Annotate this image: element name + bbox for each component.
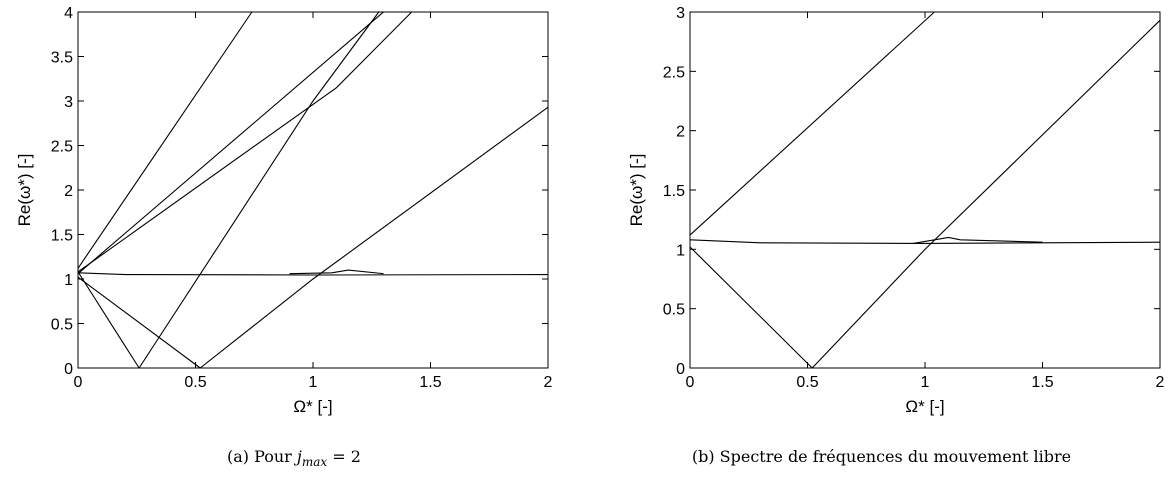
x-tick-label: 2 xyxy=(1156,374,1165,391)
y-tick-label: 4 xyxy=(64,5,73,22)
y-tick-label: 1.5 xyxy=(51,228,73,245)
series-line-5 xyxy=(913,236,1043,244)
chart-panel-b: 0 0.5 1 1.5 2 0 0.5 1 1.5 2 2.5 3 Ω* [-] Re(ω*) [-] (… xyxy=(588,0,1175,480)
y-tick-label: 1 xyxy=(676,242,685,259)
series-line-6 xyxy=(77,276,201,369)
series-line-9 xyxy=(289,269,384,275)
caption-a-math-rest: = 2 xyxy=(327,447,361,466)
y-tick-label: 2.5 xyxy=(663,64,685,81)
x-tick-label: 0.5 xyxy=(796,374,818,391)
series-line-4 xyxy=(689,239,1161,244)
y-tick-label: 0 xyxy=(676,361,685,378)
x-tick-label: 1.5 xyxy=(419,374,441,391)
plot-area xyxy=(77,11,549,369)
caption-a-math-sub: max xyxy=(301,455,328,470)
y-tick-label: 1 xyxy=(64,272,73,289)
x-tick-label: 1 xyxy=(309,374,318,391)
plot-area xyxy=(689,11,1161,369)
y-tick-label: 2 xyxy=(676,124,685,141)
x-tick-label: 2 xyxy=(544,374,553,391)
y-tick-label: 2.5 xyxy=(51,139,73,156)
chart-panel-a: 0 0.5 1 1.5 2 0 0.5 1 1.5 2 2.5 3 3.5 4 Ω* [-] Re(ω*) [… xyxy=(0,5,588,470)
x-tick-label: 0.5 xyxy=(184,374,206,391)
y-axis-label: Re(ω*) [-] xyxy=(627,154,646,227)
x-tick-label: 1.5 xyxy=(1031,374,1053,391)
y-tick-label: 3 xyxy=(676,5,685,22)
y-tick-label: 0.5 xyxy=(51,317,73,334)
x-axis-label: Ω* [-] xyxy=(905,397,944,416)
caption-a-prefix: (a) Pour xyxy=(227,447,297,466)
y-tick-label: 2 xyxy=(64,183,73,200)
y-axis-label: Re(ω*) [-] xyxy=(15,154,34,227)
chart-b: 0 0.5 1 1.5 2 0 0.5 1 1.5 2 2.5 3 Ω* [-] Re(ω*) [-] xyxy=(627,5,1165,416)
x-axis-label: Ω* [-] xyxy=(293,397,332,416)
series-line-1 xyxy=(77,11,253,269)
series-line-1 xyxy=(689,11,935,236)
series-line-8 xyxy=(77,272,549,276)
caption-a-math: jmax = 2 xyxy=(296,447,361,470)
caption-a-math-var: j xyxy=(296,447,302,466)
caption-a: (a) Pour jmax = 2 xyxy=(0,447,588,470)
y-tick-label: 3 xyxy=(64,94,73,111)
x-tick-label: 0 xyxy=(74,374,83,391)
caption-b: (b) Spectre de fréquences du mouvement l… xyxy=(691,447,1072,466)
y-tick-label: 1.5 xyxy=(663,183,685,200)
series-line-7 xyxy=(199,106,549,369)
y-tick-label: 3.5 xyxy=(51,50,73,67)
x-tick-label: 0 xyxy=(686,374,695,391)
series-line-2 xyxy=(77,11,384,275)
y-tick-label: 0 xyxy=(64,361,73,378)
x-tick-label: 1 xyxy=(921,374,930,391)
series-line-5 xyxy=(138,11,380,369)
series-line-3 xyxy=(77,11,413,273)
series-line-3 xyxy=(811,19,1161,369)
y-tick-label: 0.5 xyxy=(663,302,685,319)
series-line-4 xyxy=(77,271,140,369)
series-line-2 xyxy=(689,246,813,369)
chart-a: 0 0.5 1 1.5 2 0 0.5 1 1.5 2 2.5 3 3.5 4 Ω* [-] Re(ω*) [… xyxy=(15,5,553,416)
